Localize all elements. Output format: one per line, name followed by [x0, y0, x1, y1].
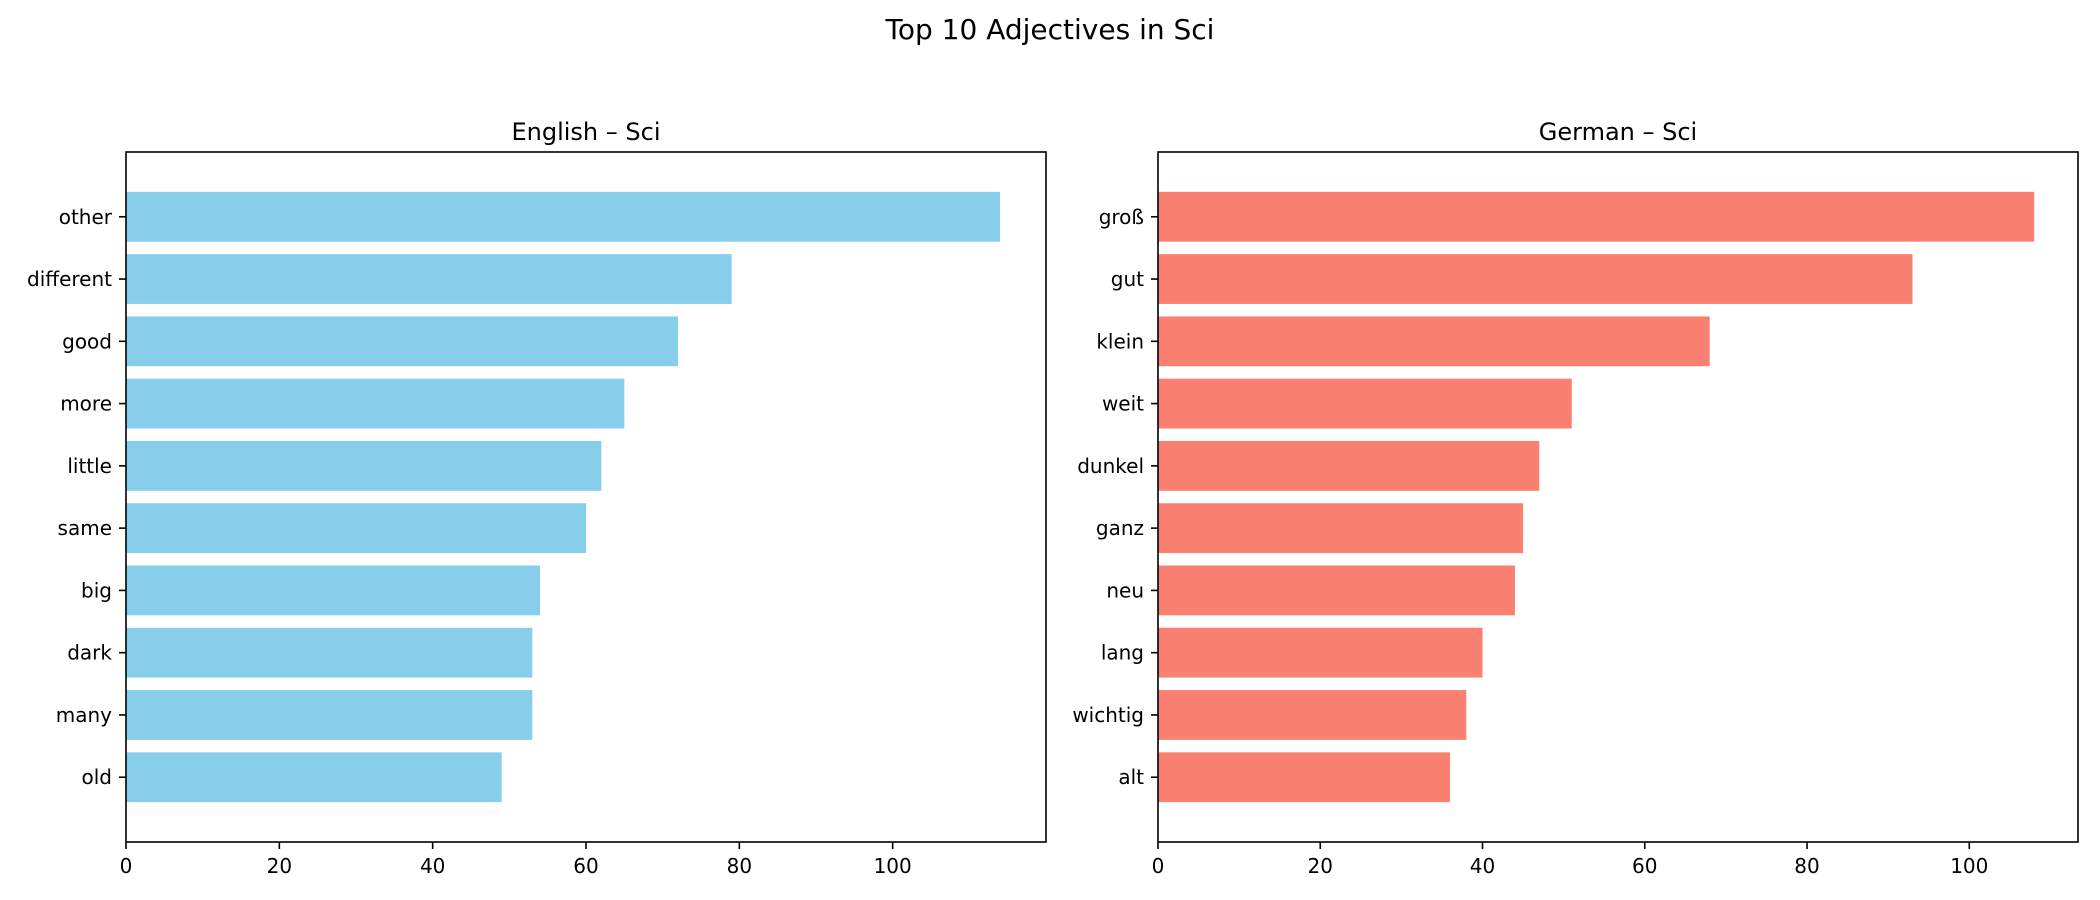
chart-english: English – Sci other different good more litt… — [27, 118, 1047, 878]
bar-english-big — [126, 565, 540, 616]
x-tick-label: 100 — [1950, 854, 1988, 878]
x-tick-label: 0 — [120, 854, 133, 878]
y-tick-label: big — [81, 578, 112, 602]
y-tick-label: ganz — [1096, 516, 1144, 540]
bar-german-gut — [1158, 254, 1913, 304]
bar-german-groß — [1158, 191, 2035, 242]
bar-german-alt — [1158, 752, 1451, 803]
plot-frame-german — [1157, 151, 2079, 843]
y-tick-label: dark — [67, 641, 112, 665]
bar-english-other — [126, 191, 1000, 242]
x-tick-label: 80 — [727, 854, 752, 878]
y-tick-label: klein — [1096, 329, 1144, 353]
bar-english-little — [126, 440, 602, 491]
x-tick-label: 0 — [1152, 854, 1165, 878]
bar-english-different — [126, 254, 732, 304]
x-tick-label: 80 — [1794, 854, 1819, 878]
y-tick-label: old — [82, 765, 113, 789]
y-tick-label: lang — [1101, 641, 1144, 665]
y-tick-label: dunkel — [1077, 454, 1144, 478]
x-ticks-english: 0 20 40 60 80 100 — [120, 842, 912, 878]
bar-german-neu — [1158, 565, 1515, 616]
x-tick-label: 20 — [1308, 854, 1333, 878]
y-ticks-english: other different good more little same big dark m… — [27, 205, 126, 789]
x-ticks-german: 0 20 40 60 80 100 — [1152, 842, 1988, 878]
y-tick-label: neu — [1106, 578, 1144, 602]
x-tick-label: 100 — [874, 854, 912, 878]
bars-german — [1158, 191, 2035, 803]
y-tick-label: little — [67, 454, 112, 478]
bar-german-weit — [1158, 378, 1572, 429]
x-tick-label: 40 — [1470, 854, 1495, 878]
x-tick-label: 60 — [1632, 854, 1657, 878]
y-tick-label: many — [56, 703, 112, 727]
plot-frame-english — [125, 151, 1047, 843]
y-tick-label: different — [27, 267, 112, 291]
bar-english-dark — [126, 627, 533, 678]
bar-english-many — [126, 690, 533, 740]
y-tick-label: good — [62, 329, 112, 353]
bar-german-dunkel — [1158, 440, 1540, 491]
bar-german-wichtig — [1158, 690, 1467, 740]
y-ticks-german: groß gut klein weit dunkel ganz neu lang wichtig… — [1072, 205, 1158, 789]
chart-title-english: English – Sci — [511, 118, 660, 146]
y-tick-label: more — [60, 392, 112, 416]
bars-english — [126, 191, 1000, 803]
bar-english-good — [126, 316, 678, 367]
y-tick-label: same — [58, 516, 112, 540]
chart-title-german: German – Sci — [1539, 118, 1697, 146]
y-tick-label: weit — [1102, 392, 1144, 416]
x-tick-label: 60 — [573, 854, 598, 878]
bar-english-more — [126, 378, 625, 429]
y-tick-label: other — [59, 205, 113, 229]
chart-german: German – Sci groß gut klein weit dunkel ganz n… — [1072, 118, 2079, 878]
bar-german-lang — [1158, 627, 1483, 678]
y-tick-label: groß — [1099, 205, 1144, 229]
bar-english-old — [126, 752, 502, 803]
figure-title: Top 10 Adjectives in Sci — [885, 13, 1215, 46]
x-tick-label: 40 — [420, 854, 445, 878]
bar-english-same — [126, 503, 586, 554]
bar-german-ganz — [1158, 503, 1524, 554]
y-tick-label: alt — [1118, 765, 1144, 789]
y-tick-label: wichtig — [1072, 703, 1144, 727]
bar-german-klein — [1158, 316, 1710, 367]
y-tick-label: gut — [1111, 267, 1144, 291]
x-tick-label: 20 — [267, 854, 292, 878]
